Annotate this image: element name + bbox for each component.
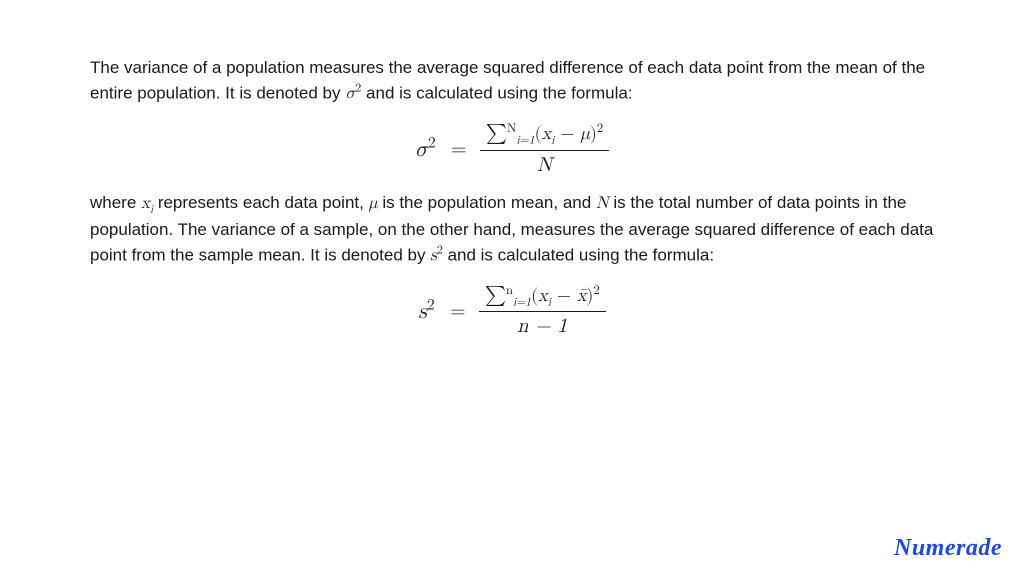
formula2-denominator: n − 1 bbox=[479, 312, 606, 338]
paragraph-2: where xi represents each data point, μ i… bbox=[90, 191, 934, 269]
paragraph-1: The variance of a population measures th… bbox=[90, 56, 934, 107]
formula2-fraction: ∑ni=1(xi − x̄)2 n − 1 bbox=[479, 283, 606, 339]
summation-icon: ∑ bbox=[486, 123, 507, 143]
summation-icon: ∑ bbox=[485, 285, 506, 305]
sigma-squared-inline: σ2 bbox=[345, 85, 361, 102]
formula1-numerator: ∑Ni=1(xi − μ)2 bbox=[480, 121, 609, 151]
equals-sign: = bbox=[442, 301, 474, 321]
formula1-lhs: σ2 bbox=[415, 139, 443, 161]
equals-sign: = bbox=[443, 139, 475, 159]
formula2-numerator: ∑ni=1(xi − x̄)2 bbox=[479, 283, 606, 313]
formula2-lhs: s2 bbox=[418, 301, 442, 323]
formula-population-variance: σ2 = ∑Ni=1(xi − μ)2 N bbox=[90, 121, 934, 177]
s-squared-inline: s2 bbox=[430, 247, 443, 264]
mu-inline: μ bbox=[369, 195, 378, 212]
formula1-denominator: N bbox=[480, 151, 609, 177]
xi-inline: xi bbox=[141, 195, 153, 212]
para1-text-b: and is calculated using the formula: bbox=[361, 83, 632, 102]
page-root: The variance of a population measures th… bbox=[0, 0, 1024, 576]
brand-watermark: Numerade bbox=[894, 535, 1002, 562]
formula1-fraction: ∑Ni=1(xi − μ)2 N bbox=[480, 121, 609, 177]
formula-sample-variance: s2 = ∑ni=1(xi − x̄)2 n − 1 bbox=[90, 283, 934, 339]
n-inline: N bbox=[596, 195, 609, 212]
